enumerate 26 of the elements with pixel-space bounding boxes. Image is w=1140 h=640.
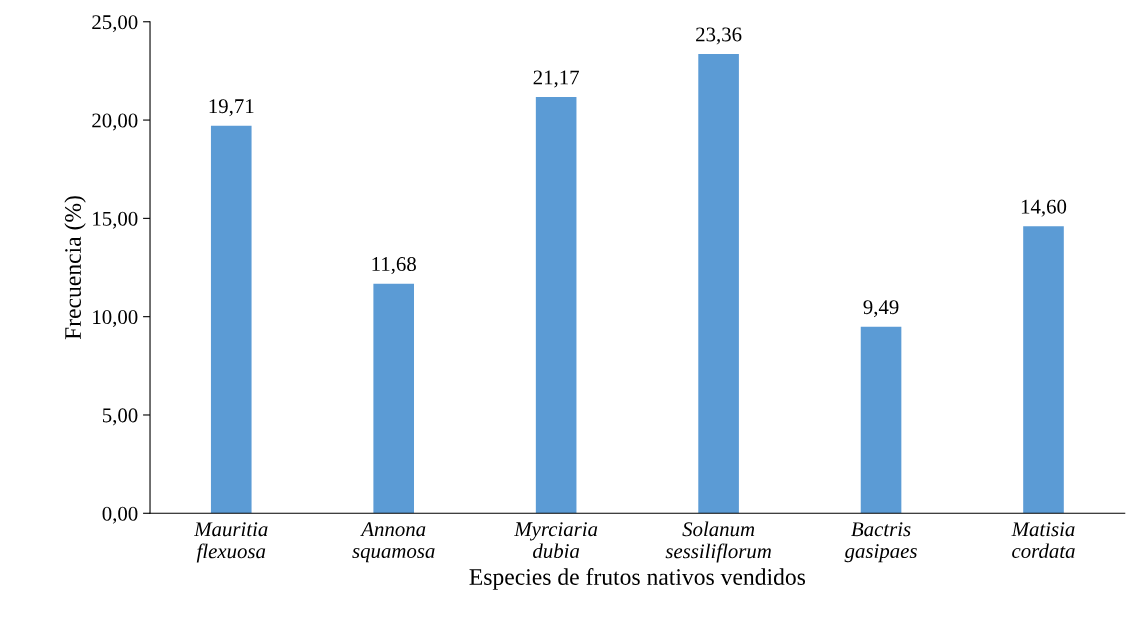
- y-axis-title: Frecuencia (%): [64, 196, 86, 340]
- data-label: 9,49: [863, 300, 899, 318]
- y-tick-label: 10,00: [93, 310, 138, 328]
- x-tick-label: Myrciaria dubia: [514, 522, 598, 559]
- x-tick-label: Matisia cordata: [1011, 522, 1075, 559]
- x-tick-label: Mauritia flexuosa: [193, 522, 268, 563]
- bar: [1023, 226, 1064, 514]
- x-tick-label: Solanum sessiliflorum: [665, 521, 771, 563]
- x-tick-label: Annona squamosa: [352, 522, 435, 563]
- y-tick-label: 25,00: [92, 15, 138, 33]
- data-label: 23,36: [696, 27, 742, 45]
- data-label: 21,17: [533, 70, 579, 88]
- y-tick-label: 20,00: [92, 113, 138, 131]
- bar: [210, 125, 252, 514]
- data-label: 11,68: [372, 257, 416, 275]
- x-axis-title: Especies de frutos nativos vendidos: [469, 568, 806, 590]
- bar: [698, 54, 739, 514]
- bar: [373, 283, 415, 514]
- bar: [860, 326, 902, 514]
- y-tick-label: 15,00: [93, 211, 138, 229]
- bar: [535, 97, 577, 514]
- data-label: 19,71: [209, 99, 254, 117]
- data-label: 14,60: [1021, 199, 1067, 217]
- y-tick-label: 5,00: [102, 408, 138, 426]
- y-tick-label: 0,00: [102, 506, 138, 524]
- x-tick-label: Bactris gasipaes: [844, 522, 917, 563]
